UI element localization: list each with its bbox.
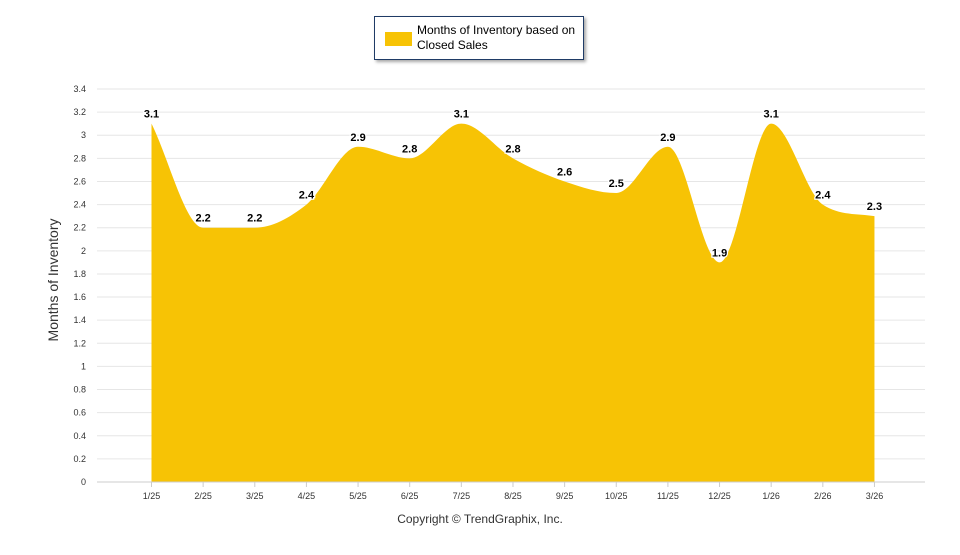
data-label-layer: 3.1 2.2 2.2 2.4 2.9 2.8 3.1 2.8 2.6 2.5 2.9 1.9 3.1 2… bbox=[143, 107, 884, 260]
y-tick-label: 1.2 bbox=[73, 338, 86, 348]
y-tick-label: 1.6 bbox=[73, 292, 86, 302]
data-label: 3.1 bbox=[454, 109, 469, 121]
y-tick-label: 3.2 bbox=[73, 107, 86, 117]
y-tick-label: 0.6 bbox=[73, 408, 86, 418]
copyright-footer: Copyright © TrendGraphix, Inc. bbox=[397, 512, 563, 526]
x-tick-label: 3/26 bbox=[866, 491, 884, 501]
data-label: 2.8 bbox=[505, 143, 520, 155]
y-tick-label: 2.2 bbox=[73, 223, 86, 233]
data-label: 2.8 bbox=[402, 143, 417, 155]
y-tick-label: 1 bbox=[81, 361, 86, 371]
data-label: 2.2 bbox=[247, 213, 262, 225]
x-tick-label: 4/25 bbox=[298, 491, 316, 501]
data-label: 2.6 bbox=[557, 166, 572, 178]
x-tick-label: 12/25 bbox=[708, 491, 731, 501]
x-tick-label: 9/25 bbox=[556, 491, 574, 501]
area-series bbox=[151, 123, 875, 482]
x-tick-label: 6/25 bbox=[401, 491, 419, 501]
data-label: 2.9 bbox=[660, 132, 675, 144]
y-tick-label: 0.8 bbox=[73, 385, 86, 395]
area-layer bbox=[151, 123, 875, 482]
legend-swatch bbox=[385, 32, 412, 46]
data-label: 2.4 bbox=[299, 190, 315, 202]
x-tick-label: 3/25 bbox=[246, 491, 264, 501]
legend-label: Months of Inventory based on Closed Sale… bbox=[417, 23, 576, 52]
y-tick-label: 0.2 bbox=[73, 454, 86, 464]
y-tick-label: 3 bbox=[81, 130, 86, 140]
y-tick-label: 1.8 bbox=[73, 269, 86, 279]
data-label: 3.1 bbox=[764, 109, 779, 121]
y-tick-label: 0.4 bbox=[73, 431, 86, 441]
y-tick-label: 2.6 bbox=[73, 176, 86, 186]
x-tick-label: 8/25 bbox=[504, 491, 522, 501]
y-tick-label: 2 bbox=[81, 246, 86, 256]
data-label: 1.9 bbox=[712, 247, 727, 259]
y-tick-label: 3.4 bbox=[73, 84, 86, 94]
data-label: 3.1 bbox=[144, 109, 159, 121]
y-tick-label: 2.4 bbox=[73, 200, 86, 210]
data-label: 2.9 bbox=[350, 132, 365, 144]
axis-layer: 00.20.40.60.811.21.41.61.822.22.42.62.83… bbox=[73, 84, 925, 501]
x-tick-label: 1/26 bbox=[762, 491, 780, 501]
x-tick-label: 11/25 bbox=[657, 491, 679, 501]
y-tick-label: 2.8 bbox=[73, 153, 86, 163]
x-tick-label: 1/25 bbox=[143, 491, 161, 501]
y-tick-label: 0 bbox=[81, 477, 86, 487]
data-label: 2.3 bbox=[867, 201, 882, 213]
y-axis-title: Months of Inventory bbox=[45, 219, 61, 342]
y-tick-label: 1.4 bbox=[73, 315, 86, 325]
x-tick-label: 10/25 bbox=[605, 491, 628, 501]
x-tick-label: 7/25 bbox=[453, 491, 471, 501]
x-tick-label: 5/25 bbox=[349, 491, 367, 501]
data-label: 2.5 bbox=[609, 178, 624, 190]
data-label: 2.2 bbox=[195, 213, 210, 225]
x-tick-label: 2/25 bbox=[194, 491, 212, 501]
x-tick-label: 2/26 bbox=[814, 491, 832, 501]
legend: Months of Inventory based on Closed Sale… bbox=[374, 16, 584, 60]
data-label: 2.4 bbox=[815, 190, 831, 202]
